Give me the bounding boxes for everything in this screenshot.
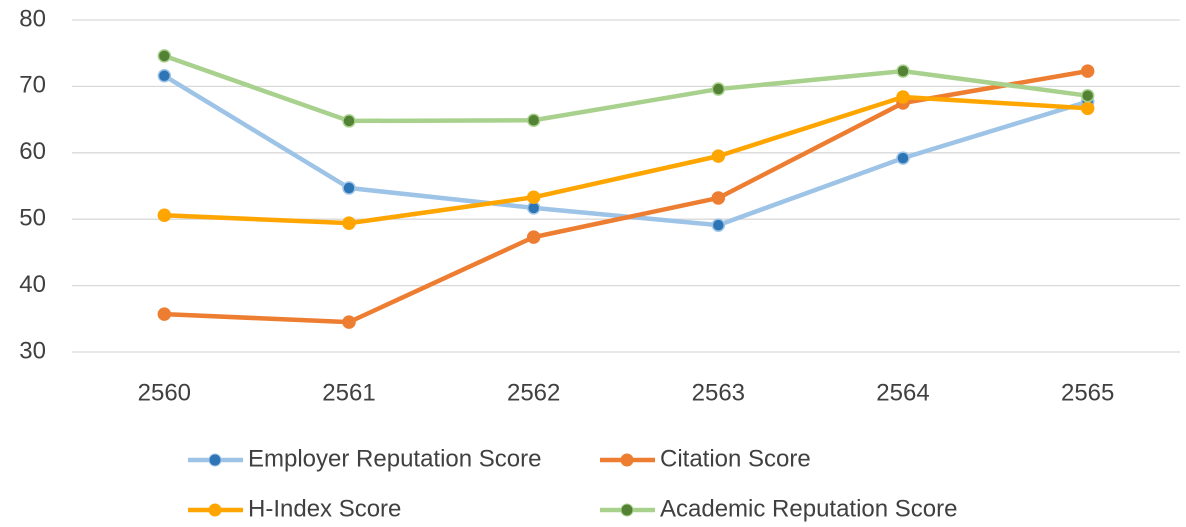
y-tick-label: 80 [19,5,46,32]
point [1080,88,1095,103]
point [896,64,910,78]
point [1080,64,1095,78]
x-tick-label: 2564 [876,379,929,406]
point [342,181,356,195]
point [342,216,356,230]
point [711,82,726,96]
legend-marker [620,503,634,517]
point [526,113,541,128]
series-line [163,53,1088,124]
legend-label: Academic Reputation Score [660,495,958,522]
legend-marker [208,453,222,467]
x-tick-label: 2561 [322,379,375,406]
x-tick-label: 2562 [507,379,560,406]
point [526,190,541,205]
point [526,230,541,244]
point [342,114,356,128]
legend-label: H-Index Score [248,495,401,522]
x-tick-label: 2565 [1061,379,1114,406]
y-tick-label: 50 [19,205,46,232]
x-tick-label: 2563 [692,379,745,406]
y-tick-label: 70 [19,72,46,99]
point [711,191,726,205]
legend-marker [208,503,222,517]
point [1080,101,1095,116]
legend-label: Citation Score [660,445,811,472]
point [711,218,726,232]
x-tick-label: 2560 [138,379,191,406]
point [342,315,356,329]
series-line [164,68,1089,325]
y-tick-label: 40 [19,271,46,298]
series-line [164,94,1088,226]
point [157,208,172,222]
y-tick-label: 30 [19,337,46,364]
point [157,49,172,63]
y-tick-label: 60 [19,138,46,165]
legend-label: Employer Reputation Score [248,445,541,472]
point [157,69,172,83]
legend-marker [620,453,634,467]
point [157,307,172,321]
point [711,149,726,163]
point [896,90,910,104]
point [896,151,910,165]
